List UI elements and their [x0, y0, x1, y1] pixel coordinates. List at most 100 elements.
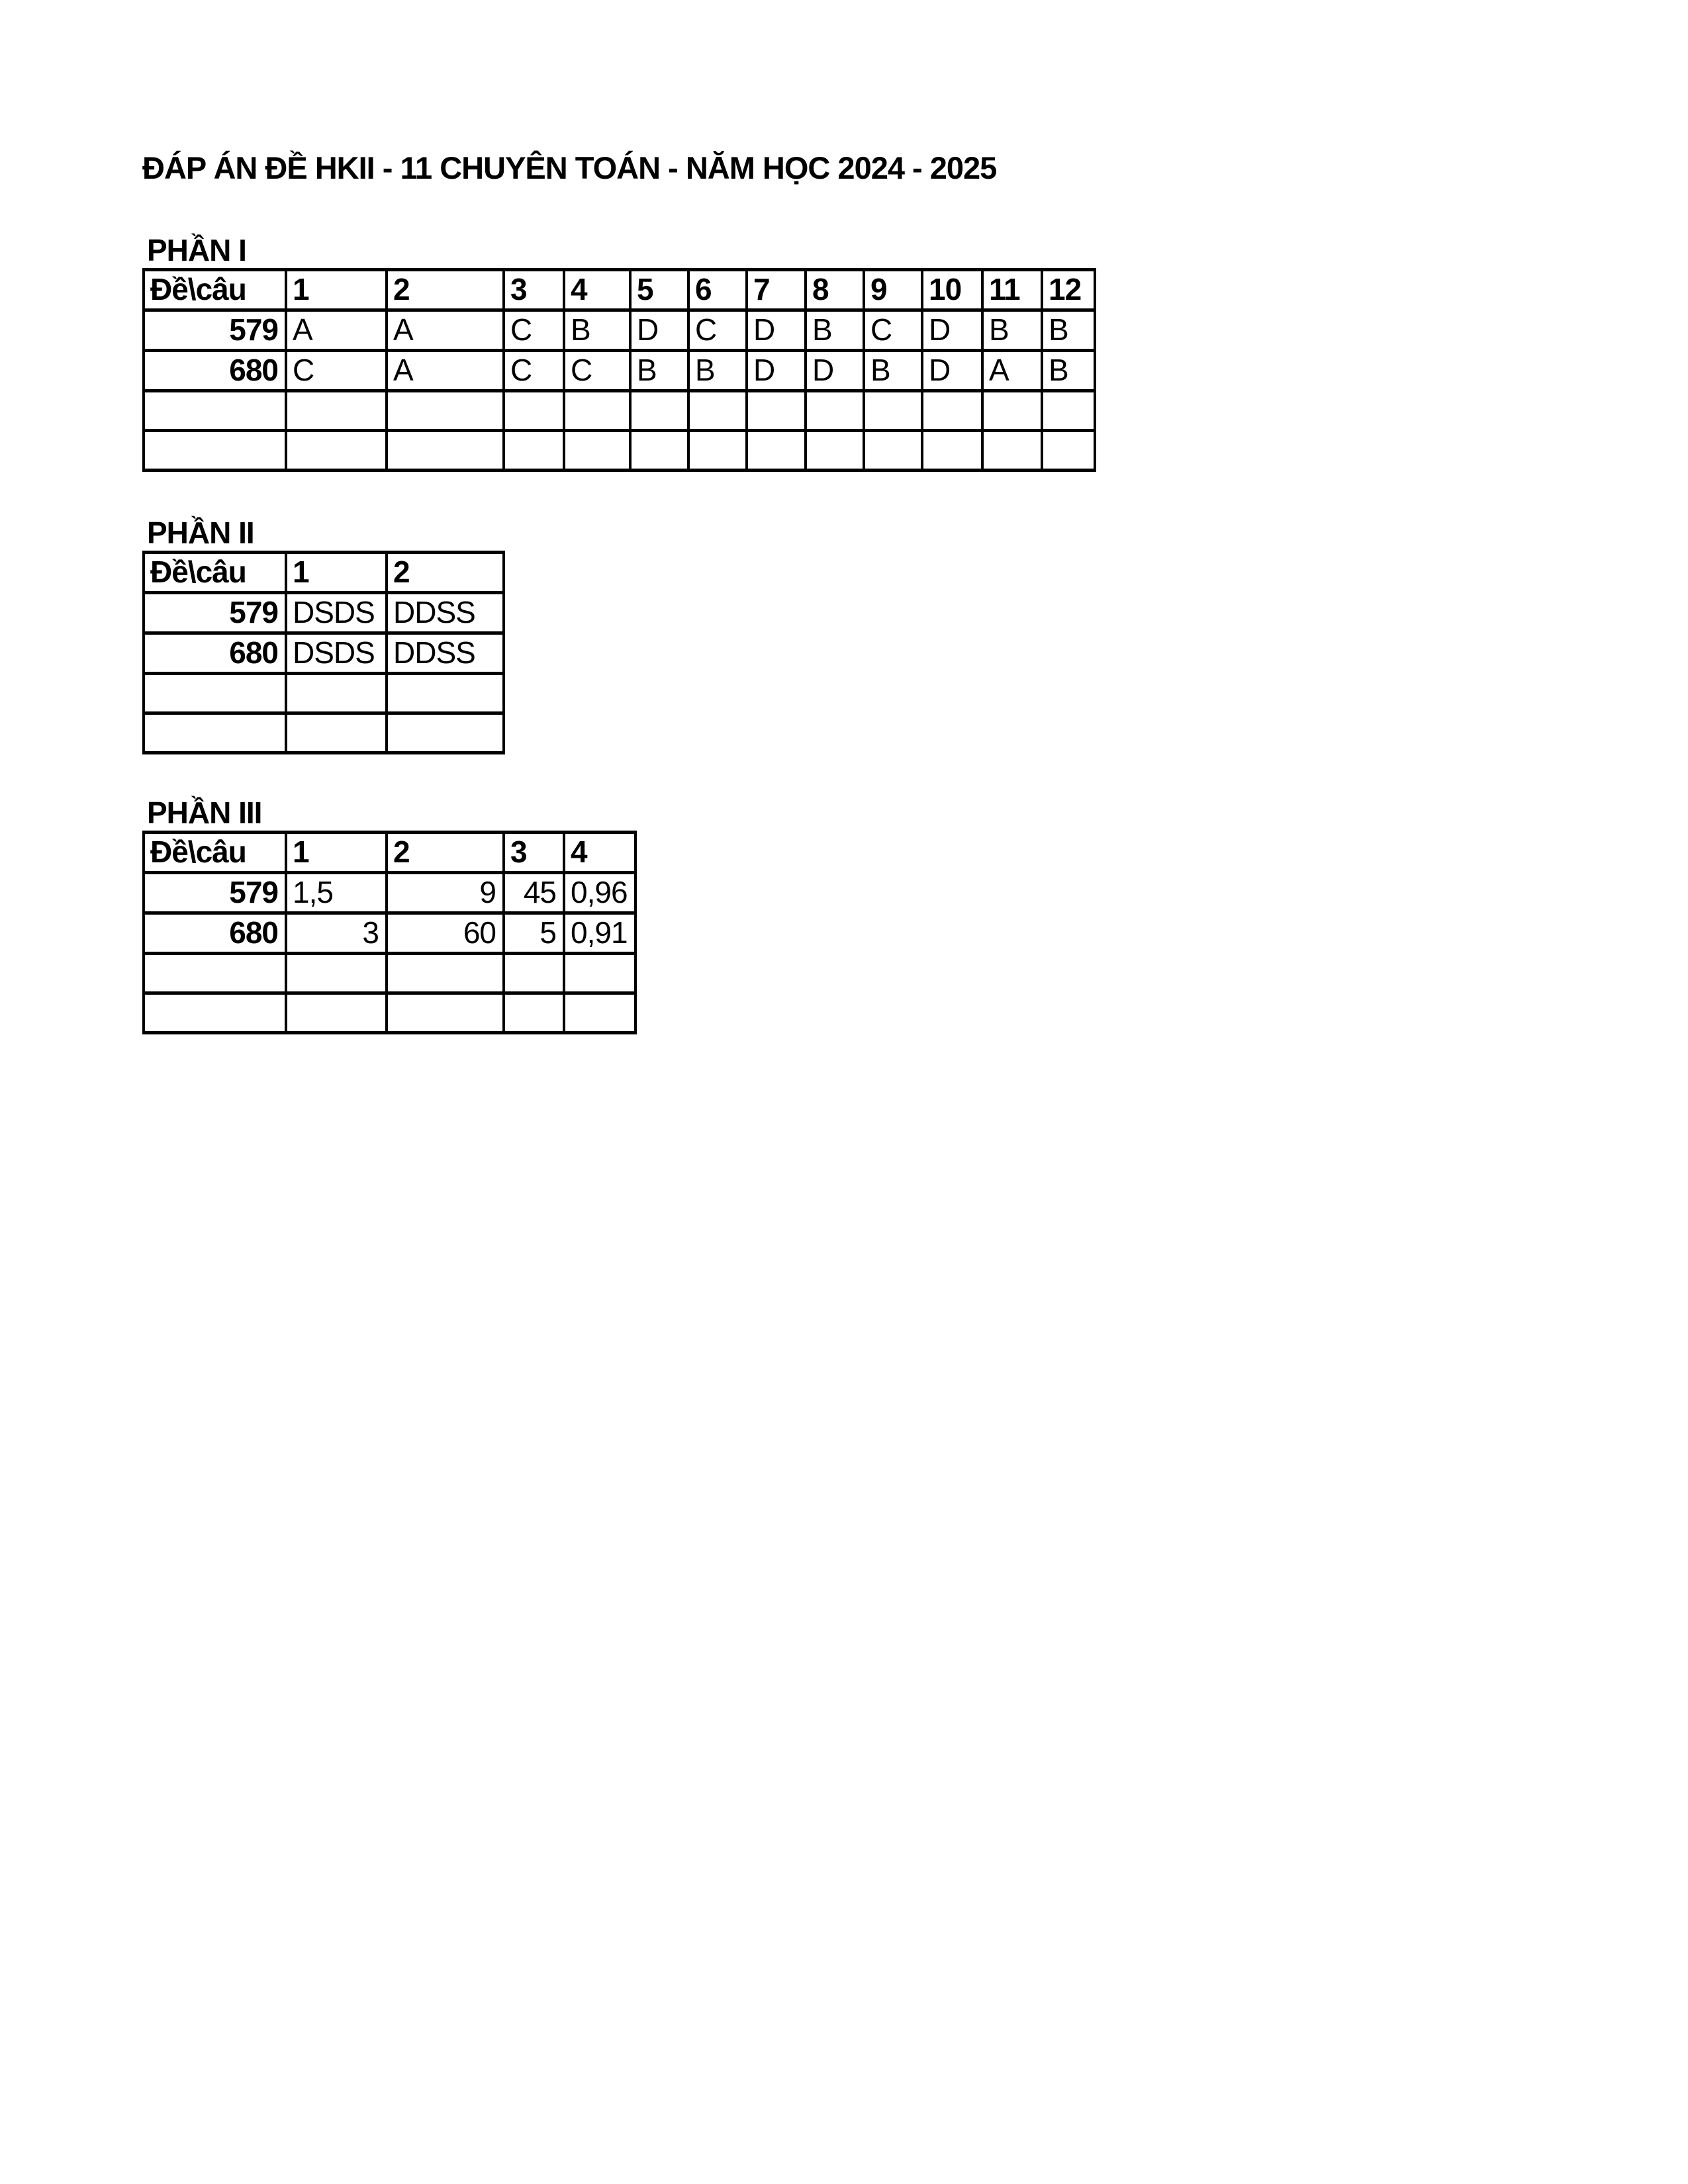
empty-exam-code-cell: [142, 711, 287, 754]
empty-exam-code-cell: [142, 389, 287, 432]
answer-cell: D: [804, 349, 865, 392]
empty-answer-cell: [385, 952, 505, 995]
question-number-header: 3: [502, 831, 565, 874]
empty-answer-cell: [921, 389, 984, 432]
question-number-header: 12: [1041, 268, 1096, 312]
question-number-header: 2: [385, 831, 505, 874]
question-number-header: 6: [687, 268, 748, 312]
question-number-header: 4: [563, 831, 637, 874]
empty-answer-cell: [385, 429, 505, 472]
header-row: Đề\câu 1 2 3 4 5 6 7 8 9 10 11 12: [142, 268, 1096, 312]
empty-answer-cell: [285, 672, 388, 715]
answer-cell: A: [385, 349, 505, 392]
answer-table-part-2: Đề\câu 1 2 579 DSDS DDSS 680 DSDS DDSS: [142, 551, 505, 754]
answer-cell: B: [629, 349, 690, 392]
answer-cell: B: [1041, 349, 1096, 392]
exam-code-cell: 579: [142, 591, 287, 635]
question-number-header: 11: [981, 268, 1043, 312]
exam-code-cell: 680: [142, 631, 287, 675]
question-number-header: 10: [921, 268, 984, 312]
empty-answer-cell: [502, 952, 565, 995]
answer-cell: A: [285, 308, 388, 352]
section-label-part-2: PHẦN II: [147, 516, 255, 550]
empty-answer-cell: [563, 389, 632, 432]
question-number-header: 2: [385, 551, 505, 594]
header-row: Đề\câu 1 2: [142, 551, 505, 594]
answer-cell: B: [687, 349, 748, 392]
section-part-3: PHẦN III Đề\câu 1 2 3 4 579 1,5 9 45 0,96 680 3 60 5 0…: [142, 796, 637, 1034]
answer-cell: D: [745, 349, 807, 392]
empty-exam-code-cell: [142, 429, 287, 472]
answer-cell: DDSS: [385, 591, 505, 635]
question-number-header: 2: [385, 268, 505, 312]
empty-table-row: [142, 672, 505, 715]
table-row: 680 DSDS DDSS: [142, 631, 505, 675]
empty-answer-cell: [502, 429, 565, 472]
table-row: 680 3 60 5 0,91: [142, 911, 637, 955]
empty-answer-cell: [629, 429, 690, 472]
table-row: 579 1,5 9 45 0,96: [142, 871, 637, 915]
answer-cell: C: [285, 349, 388, 392]
empty-answer-cell: [385, 991, 505, 1034]
answer-cell: B: [981, 308, 1043, 352]
exam-code-cell: 579: [142, 871, 287, 915]
answer-cell: A: [981, 349, 1043, 392]
question-number-header: 3: [502, 268, 565, 312]
empty-answer-cell: [385, 389, 505, 432]
exam-code-cell: 680: [142, 911, 287, 955]
empty-answer-cell: [687, 429, 748, 472]
answer-cell: D: [745, 308, 807, 352]
empty-exam-code-cell: [142, 672, 287, 715]
empty-exam-code-cell: [142, 991, 287, 1034]
empty-answer-cell: [863, 389, 923, 432]
answer-cell: D: [629, 308, 690, 352]
empty-answer-cell: [745, 429, 807, 472]
empty-answer-cell: [385, 711, 505, 754]
empty-answer-cell: [745, 389, 807, 432]
empty-answer-cell: [385, 672, 505, 715]
answer-cell: B: [563, 308, 632, 352]
answer-cell: 9: [385, 871, 505, 915]
answer-cell: 60: [385, 911, 505, 955]
empty-exam-code-cell: [142, 952, 287, 995]
empty-table-row: [142, 711, 505, 754]
empty-table-row: [142, 991, 637, 1034]
empty-answer-cell: [687, 389, 748, 432]
empty-answer-cell: [563, 991, 637, 1034]
corner-header-cell: Đề\câu: [142, 831, 287, 874]
page-title: ĐÁP ÁN ĐỀ HKII - 11 CHUYÊN TOÁN - NĂM HỌ…: [142, 150, 997, 185]
question-number-header: 8: [804, 268, 865, 312]
question-number-header: 7: [745, 268, 807, 312]
empty-answer-cell: [563, 952, 637, 995]
empty-answer-cell: [285, 429, 388, 472]
empty-answer-cell: [285, 991, 388, 1034]
answer-cell: A: [385, 308, 505, 352]
empty-table-row: [142, 389, 1096, 432]
answer-cell: 3: [285, 911, 388, 955]
section-part-2: PHẦN II Đề\câu 1 2 579 DSDS DDSS 680 DSDS DDSS: [142, 516, 505, 754]
answer-cell: D: [921, 349, 984, 392]
empty-answer-cell: [285, 389, 388, 432]
answer-cell: 1,5: [285, 871, 388, 915]
table-row: 680 C A C C B B D D B D A B: [142, 349, 1096, 392]
empty-table-row: [142, 952, 637, 995]
answer-cell: C: [502, 349, 565, 392]
answer-cell: C: [502, 308, 565, 352]
answer-cell: B: [863, 349, 923, 392]
empty-answer-cell: [502, 991, 565, 1034]
empty-answer-cell: [804, 389, 865, 432]
empty-answer-cell: [921, 429, 984, 472]
section-label-part-1: PHẦN I: [147, 233, 247, 267]
empty-answer-cell: [863, 429, 923, 472]
question-number-header: 1: [285, 268, 388, 312]
exam-code-cell: 680: [142, 349, 287, 392]
empty-answer-cell: [285, 711, 388, 754]
answer-cell: 45: [502, 871, 565, 915]
answer-table-part-3: Đề\câu 1 2 3 4 579 1,5 9 45 0,96 680 3 60 5 0,91: [142, 831, 637, 1034]
section-part-1: PHẦN I Đề\câu 1 2 3 4 5 6 7 8 9 10 11 12 579 A A C B D C D B C…: [142, 233, 1096, 472]
empty-answer-cell: [804, 429, 865, 472]
answer-cell: D: [921, 308, 984, 352]
question-number-header: 1: [285, 831, 388, 874]
empty-answer-cell: [981, 429, 1043, 472]
